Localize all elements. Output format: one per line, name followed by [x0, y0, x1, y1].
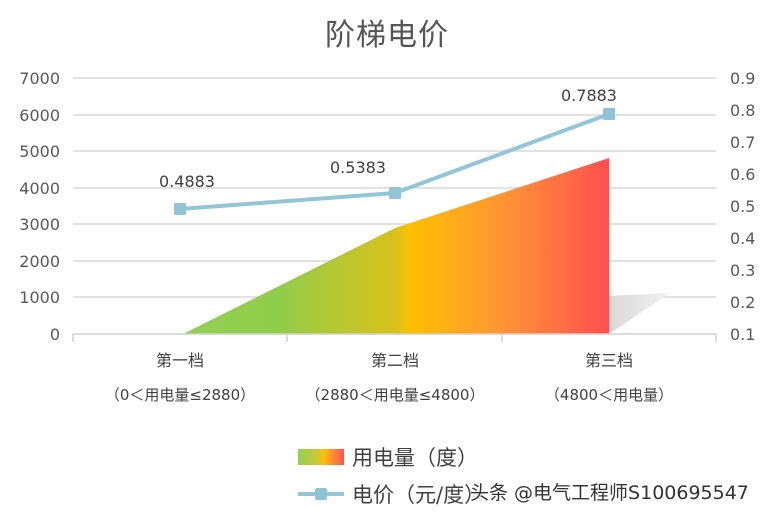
svg-text:6000: 6000 — [19, 106, 60, 125]
svg-text:0.5: 0.5 — [730, 197, 755, 216]
x-axis — [72, 333, 717, 342]
svg-text:5000: 5000 — [19, 142, 60, 161]
data-labels: 0.4883 0.5383 0.7883 — [159, 86, 617, 191]
svg-text:4000: 4000 — [19, 179, 60, 198]
line-marker-swatch-icon — [298, 486, 344, 502]
watermark: 头条 @电气工程师S100695547 — [470, 482, 749, 504]
svg-text:0.5383: 0.5383 — [330, 158, 386, 177]
y-axis-right: 0.1 0.2 0.3 0.4 0.5 0.6 0.7 0.8 0.9 — [730, 69, 755, 344]
svg-text:0.3: 0.3 — [730, 261, 755, 280]
svg-text:0.4: 0.4 — [730, 229, 755, 248]
svg-text:0.8: 0.8 — [730, 101, 755, 120]
svg-text:（2880＜用电量≤4800）: （2880＜用电量≤4800） — [306, 386, 485, 404]
y-axis-left: 0 1000 2000 3000 4000 5000 6000 7000 — [19, 69, 60, 344]
svg-text:第一档: 第一档 — [156, 351, 204, 370]
svg-text:0.7883: 0.7883 — [561, 86, 617, 105]
marker-3 — [603, 108, 615, 120]
legend-item-price[interactable]: 电价（元/度） — [298, 479, 485, 509]
svg-text:1000: 1000 — [19, 288, 60, 307]
svg-text:7000: 7000 — [19, 69, 60, 88]
chart-title: 阶梯电价 — [325, 18, 449, 53]
svg-text:0.2: 0.2 — [730, 293, 755, 312]
svg-text:0.9: 0.9 — [730, 69, 755, 88]
svg-text:（0＜用电量≤2880）: （0＜用电量≤2880） — [105, 386, 255, 404]
legend-label-price: 电价（元/度） — [352, 483, 486, 507]
x-axis-labels: 第一档 第二档 第三档 （0＜用电量≤2880） （2880＜用电量≤4800）… — [105, 351, 673, 404]
svg-text:0.6: 0.6 — [730, 165, 755, 184]
svg-text:3000: 3000 — [19, 215, 60, 234]
svg-text:0: 0 — [50, 325, 60, 344]
svg-text:0.7: 0.7 — [730, 133, 755, 152]
legend-label-usage: 用电量（度） — [352, 446, 478, 470]
svg-text:（4800＜用电量）: （4800＜用电量） — [545, 386, 673, 404]
gradient-area-swatch-icon — [298, 449, 344, 465]
marker-2 — [389, 187, 401, 199]
svg-text:第三档: 第三档 — [585, 351, 633, 370]
area-series-usage — [183, 158, 609, 334]
svg-text:0.1: 0.1 — [730, 325, 755, 344]
svg-text:第二档: 第二档 — [371, 351, 419, 370]
line-markers — [174, 108, 615, 215]
svg-text:2000: 2000 — [19, 252, 60, 271]
marker-1 — [174, 203, 186, 215]
legend-item-usage[interactable]: 用电量（度） — [298, 442, 478, 472]
svg-text:0.4883: 0.4883 — [159, 172, 215, 191]
area-shadow — [609, 293, 670, 334]
